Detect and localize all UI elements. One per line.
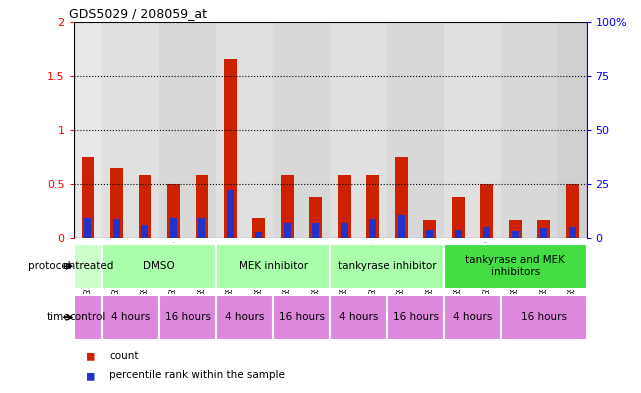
Text: 4 hours: 4 hours xyxy=(225,312,264,322)
Bar xyxy=(74,22,102,238)
Text: 4 hours: 4 hours xyxy=(339,312,378,322)
Bar xyxy=(273,22,302,238)
Bar xyxy=(74,295,102,340)
Bar xyxy=(537,220,550,238)
Bar xyxy=(566,184,579,238)
Bar xyxy=(167,184,180,238)
Bar xyxy=(131,22,159,238)
Bar xyxy=(483,227,490,238)
Bar xyxy=(159,22,188,238)
Bar xyxy=(110,167,123,238)
Bar xyxy=(199,218,205,238)
Bar xyxy=(273,295,330,340)
Bar xyxy=(310,196,322,238)
Bar xyxy=(455,230,462,238)
Text: MEK inhibitor: MEK inhibitor xyxy=(238,261,308,271)
Bar xyxy=(426,230,433,238)
Bar xyxy=(387,295,444,340)
Bar xyxy=(358,22,387,238)
Bar xyxy=(444,295,501,340)
Bar xyxy=(245,22,273,238)
Bar xyxy=(444,22,472,238)
Bar xyxy=(501,295,587,340)
Bar xyxy=(138,175,151,238)
Bar xyxy=(196,175,208,238)
Bar xyxy=(81,157,94,238)
Bar xyxy=(255,232,262,238)
Bar xyxy=(415,22,444,238)
Text: GDS5029 / 208059_at: GDS5029 / 208059_at xyxy=(69,7,206,20)
Bar xyxy=(312,222,319,238)
Bar xyxy=(253,218,265,238)
Bar xyxy=(369,219,376,238)
Bar xyxy=(188,22,216,238)
Text: ■: ■ xyxy=(87,369,94,382)
Bar xyxy=(102,295,159,340)
Bar xyxy=(452,196,465,238)
Bar xyxy=(529,22,558,238)
Bar xyxy=(302,22,330,238)
Bar xyxy=(509,220,522,238)
Bar xyxy=(142,225,149,238)
Bar xyxy=(424,220,437,238)
Text: count: count xyxy=(109,351,138,361)
Text: 4 hours: 4 hours xyxy=(111,312,151,322)
Text: 16 hours: 16 hours xyxy=(392,312,438,322)
Text: ■: ■ xyxy=(87,349,94,362)
Bar xyxy=(540,228,547,238)
Bar xyxy=(85,218,92,238)
Text: time: time xyxy=(47,312,71,322)
Text: 16 hours: 16 hours xyxy=(165,312,211,322)
Bar xyxy=(74,22,587,238)
Text: protocol: protocol xyxy=(28,261,71,271)
Bar xyxy=(480,184,493,238)
Bar xyxy=(341,222,348,238)
Bar xyxy=(281,175,294,238)
Text: percentile rank within the sample: percentile rank within the sample xyxy=(109,370,285,380)
Bar xyxy=(330,244,444,289)
Bar xyxy=(159,295,216,340)
Bar xyxy=(398,215,405,238)
Bar xyxy=(216,244,330,289)
Bar xyxy=(227,190,234,238)
Bar xyxy=(395,157,408,238)
Bar xyxy=(330,295,387,340)
Text: 16 hours: 16 hours xyxy=(520,312,567,322)
Bar xyxy=(224,59,237,238)
Bar xyxy=(569,227,576,238)
Bar xyxy=(170,218,177,238)
Text: untreated: untreated xyxy=(62,261,113,271)
Bar xyxy=(102,22,131,238)
Text: tankyrase inhibitor: tankyrase inhibitor xyxy=(338,261,437,271)
Text: tankyrase and MEK
inhibitors: tankyrase and MEK inhibitors xyxy=(465,255,565,277)
Bar xyxy=(216,295,273,340)
Text: control: control xyxy=(70,312,106,322)
Bar xyxy=(387,22,415,238)
Text: DMSO: DMSO xyxy=(144,261,175,271)
Bar xyxy=(338,175,351,238)
Bar xyxy=(558,22,587,238)
Bar xyxy=(512,231,519,238)
Bar xyxy=(501,22,529,238)
Bar xyxy=(367,175,379,238)
Text: 16 hours: 16 hours xyxy=(279,312,324,322)
Bar xyxy=(74,244,102,289)
Text: 4 hours: 4 hours xyxy=(453,312,492,322)
Bar xyxy=(330,22,358,238)
Bar xyxy=(472,22,501,238)
Bar xyxy=(216,22,245,238)
Bar xyxy=(102,244,216,289)
Bar xyxy=(113,219,120,238)
Bar xyxy=(284,222,291,238)
Bar xyxy=(444,244,587,289)
